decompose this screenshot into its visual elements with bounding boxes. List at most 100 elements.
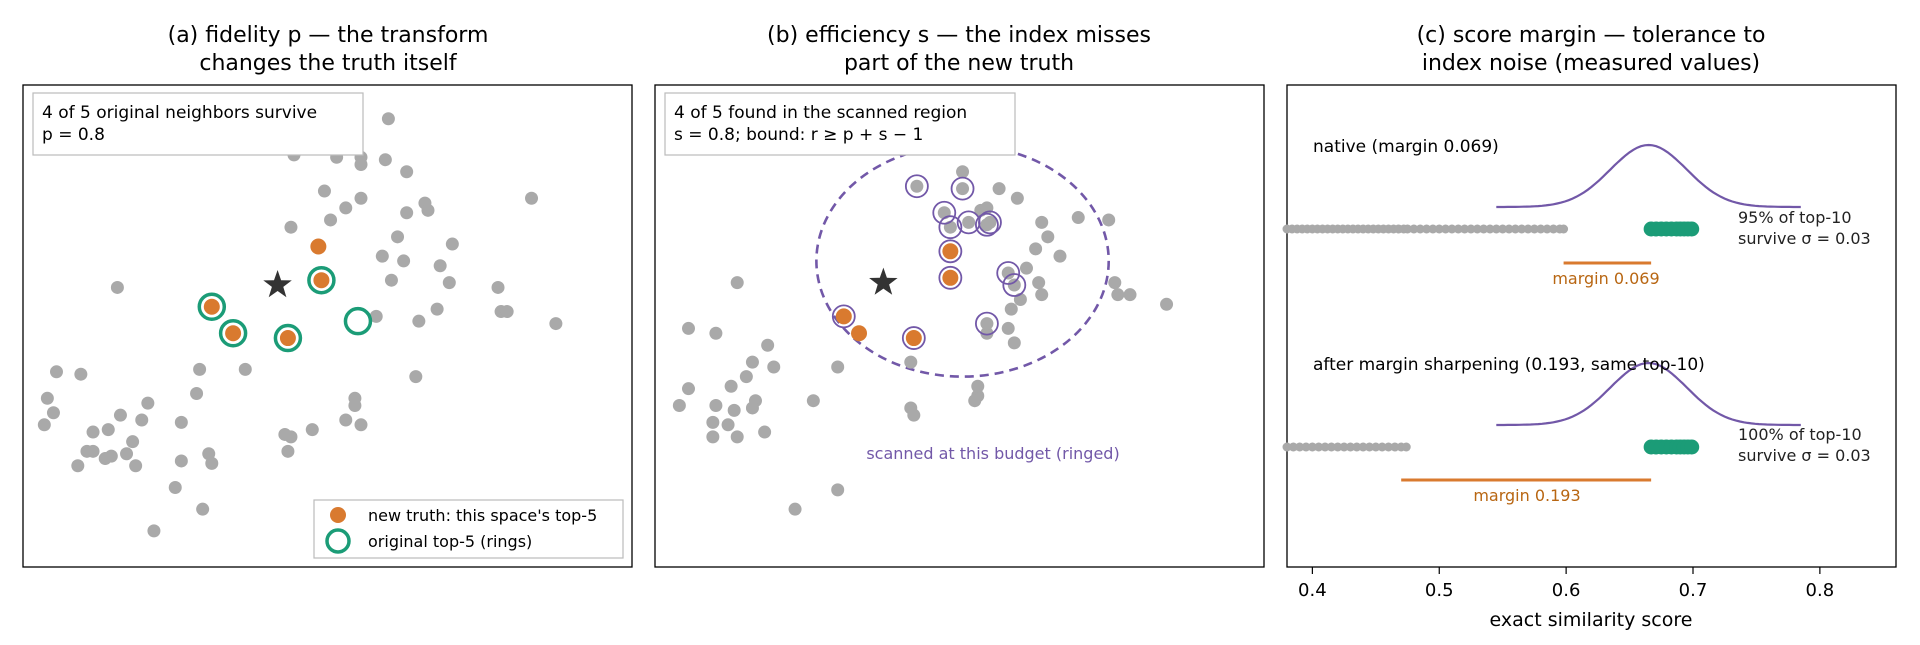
background-point	[193, 362, 207, 376]
new-truth-point	[279, 330, 296, 347]
background-point	[1160, 297, 1174, 311]
panel-c-marks	[1282, 143, 1801, 482]
score-point	[1559, 224, 1569, 234]
group-native-note-line1: 95% of top-10	[1738, 208, 1852, 227]
scan-label: scanned at this budget (ringed)	[866, 444, 1119, 463]
panel-c-frame	[1286, 84, 1897, 568]
background-point	[174, 454, 188, 468]
background-point	[284, 220, 298, 234]
background-point	[196, 502, 210, 516]
x-tick-label: 0.5	[1425, 580, 1454, 601]
new-truth-point	[851, 325, 868, 342]
scanned-ring	[904, 174, 929, 199]
top10-score-point	[1684, 221, 1700, 237]
background-point	[110, 280, 124, 294]
panel-a-info-box: 4 of 5 original neighbors survive p = 0.…	[32, 92, 364, 156]
background-point	[205, 456, 219, 470]
new-truth-point	[942, 269, 959, 286]
score-point	[1434, 224, 1444, 234]
group-native-margin-label: margin 0.069	[1552, 269, 1659, 288]
background-point	[907, 408, 921, 422]
score-point	[1333, 442, 1343, 452]
original-top5-ring	[197, 292, 227, 321]
score-point	[1401, 442, 1411, 452]
panel-a-title-line2: changes the truth itself	[199, 51, 458, 76]
background-point	[101, 423, 115, 437]
background-point	[49, 365, 63, 379]
background-point	[120, 447, 134, 461]
background-point	[727, 403, 741, 417]
score-point	[1498, 224, 1508, 234]
score-point	[1466, 224, 1476, 234]
background-point	[739, 370, 753, 384]
background-point	[348, 391, 362, 405]
background-point	[384, 273, 398, 287]
background-point	[758, 425, 772, 439]
background-point	[549, 317, 563, 331]
score-point	[1485, 224, 1495, 234]
background-point	[1035, 215, 1049, 229]
score-point	[1510, 224, 1520, 234]
score-point	[1441, 224, 1451, 234]
noise-curve	[1496, 361, 1801, 427]
query-star	[263, 270, 292, 298]
background-point	[971, 379, 985, 393]
background-point	[86, 425, 100, 439]
new-truth-point	[835, 308, 852, 325]
background-point	[238, 362, 252, 376]
score-point	[1345, 442, 1355, 452]
legend-green-ring	[325, 528, 351, 554]
new-truth-point	[942, 243, 959, 260]
panel-a-frame	[22, 84, 633, 568]
group-sharpened-note-line2: survive σ = 0.03	[1738, 446, 1871, 465]
background-point	[500, 305, 514, 319]
background-point	[724, 379, 738, 393]
scanned-point	[1007, 278, 1021, 292]
scan-circle	[815, 143, 1111, 378]
background-point	[369, 309, 383, 323]
score-point	[1472, 224, 1482, 234]
query-star	[869, 267, 898, 295]
background-point	[104, 449, 118, 463]
background-point	[397, 254, 411, 268]
original-top5-ring	[307, 265, 336, 295]
background-point	[956, 165, 970, 179]
background-point	[40, 391, 54, 405]
group-sharpened-note-line1: 100% of top-10	[1738, 425, 1862, 444]
background-point	[904, 355, 918, 369]
background-point	[806, 394, 820, 408]
background-point	[681, 382, 695, 396]
background-point	[491, 280, 505, 294]
scanned-ring	[978, 210, 1002, 235]
x-tick-label: 0.6	[1552, 580, 1581, 601]
background-point	[1010, 191, 1024, 205]
background-point	[730, 430, 744, 444]
score-point	[1542, 224, 1552, 234]
background-point	[339, 201, 353, 215]
background-point	[46, 406, 60, 420]
background-point	[354, 418, 368, 432]
background-point	[74, 367, 88, 381]
panel-b-title-line1: (b) efficiency s — the index misses	[767, 23, 1151, 48]
background-point	[992, 182, 1006, 196]
scanned-ring	[932, 200, 957, 225]
background-point	[375, 249, 389, 263]
score-point	[1517, 224, 1527, 234]
score-point	[1295, 442, 1305, 452]
scanned-point	[962, 215, 976, 229]
score-point	[1399, 224, 1409, 234]
score-point	[1301, 442, 1311, 452]
scanned-point	[956, 182, 970, 196]
background-point	[709, 326, 723, 340]
score-point	[1390, 442, 1400, 452]
background-point	[1001, 321, 1015, 335]
background-point	[37, 418, 51, 432]
panel-c-title-line1: (c) score margin — tolerance to	[1417, 23, 1766, 48]
background-point	[1019, 261, 1033, 275]
background-point	[681, 321, 695, 335]
background-point	[305, 423, 319, 437]
panel-b-frame	[654, 84, 1265, 568]
background-point	[391, 230, 405, 244]
background-point	[400, 165, 414, 179]
